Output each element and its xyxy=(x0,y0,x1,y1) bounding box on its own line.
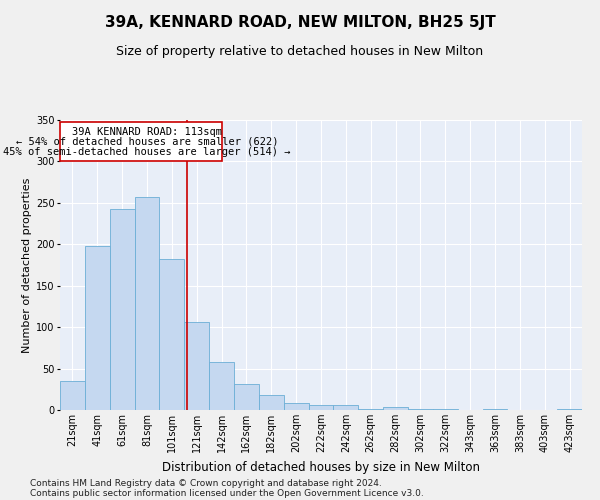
Text: Contains public sector information licensed under the Open Government Licence v3: Contains public sector information licen… xyxy=(30,488,424,498)
Y-axis label: Number of detached properties: Number of detached properties xyxy=(22,178,32,352)
Text: 39A KENNARD ROAD: 113sqm: 39A KENNARD ROAD: 113sqm xyxy=(72,126,222,136)
Bar xyxy=(60,381,85,410)
Bar xyxy=(557,409,582,410)
Bar xyxy=(85,246,110,410)
Bar xyxy=(110,208,134,410)
Bar xyxy=(358,409,383,410)
Bar xyxy=(433,409,458,410)
Bar xyxy=(408,409,433,410)
Bar xyxy=(482,409,508,410)
Bar xyxy=(134,197,160,410)
Bar xyxy=(383,406,408,410)
Bar xyxy=(160,259,184,410)
FancyBboxPatch shape xyxy=(61,122,222,162)
Text: ← 54% of detached houses are smaller (622): ← 54% of detached houses are smaller (62… xyxy=(16,136,278,146)
Text: Size of property relative to detached houses in New Milton: Size of property relative to detached ho… xyxy=(116,45,484,58)
Bar xyxy=(308,405,334,410)
Text: Contains HM Land Registry data © Crown copyright and database right 2024.: Contains HM Land Registry data © Crown c… xyxy=(30,478,382,488)
Bar xyxy=(184,322,209,410)
Bar xyxy=(259,395,284,410)
Bar xyxy=(334,405,358,410)
Bar xyxy=(284,402,308,410)
Bar xyxy=(234,384,259,410)
Text: 39A, KENNARD ROAD, NEW MILTON, BH25 5JT: 39A, KENNARD ROAD, NEW MILTON, BH25 5JT xyxy=(104,15,496,30)
Bar xyxy=(209,362,234,410)
Text: 45% of semi-detached houses are larger (514) →: 45% of semi-detached houses are larger (… xyxy=(3,146,291,156)
X-axis label: Distribution of detached houses by size in New Milton: Distribution of detached houses by size … xyxy=(162,460,480,473)
